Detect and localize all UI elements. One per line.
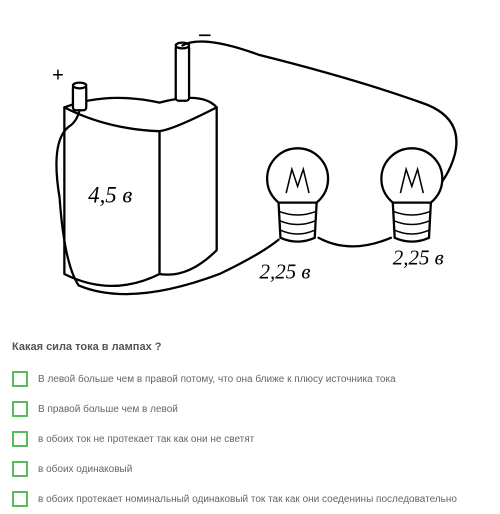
circuit-diagram: + − 4,5 в xyxy=(12,12,488,317)
option-label: В левой больше чем в правой потому, что … xyxy=(38,373,396,386)
option-label: в обоих одинаковый xyxy=(38,463,132,476)
bulb1-voltage: 2,25 в xyxy=(260,260,311,284)
checkbox[interactable] xyxy=(12,371,28,387)
checkbox[interactable] xyxy=(12,401,28,417)
minus-label: − xyxy=(198,23,212,50)
option-row[interactable]: в обоих одинаковый xyxy=(12,461,488,477)
option-row[interactable]: в обоих протекает номинальный одинаковый… xyxy=(12,491,488,507)
circuit-svg: + − 4,5 в xyxy=(12,12,488,317)
battery-voltage: 4,5 в xyxy=(88,183,132,208)
option-row[interactable]: В правой больше чем в левой xyxy=(12,401,488,417)
plus-label: + xyxy=(52,63,64,87)
option-label: в обоих ток не протекает так как они не … xyxy=(38,433,254,446)
question-text: Какая сила тока в лампах ? xyxy=(12,341,488,353)
checkbox[interactable] xyxy=(12,431,28,447)
option-row[interactable]: В левой больше чем в правой потому, что … xyxy=(12,371,488,387)
option-label: В правой больше чем в левой xyxy=(38,403,178,416)
checkbox[interactable] xyxy=(12,491,28,507)
option-row[interactable]: в обоих ток не протекает так как они не … xyxy=(12,431,488,447)
checkbox[interactable] xyxy=(12,461,28,477)
option-label: в обоих протекает номинальный одинаковый… xyxy=(38,493,457,506)
bulb2-voltage: 2,25 в xyxy=(393,245,444,269)
